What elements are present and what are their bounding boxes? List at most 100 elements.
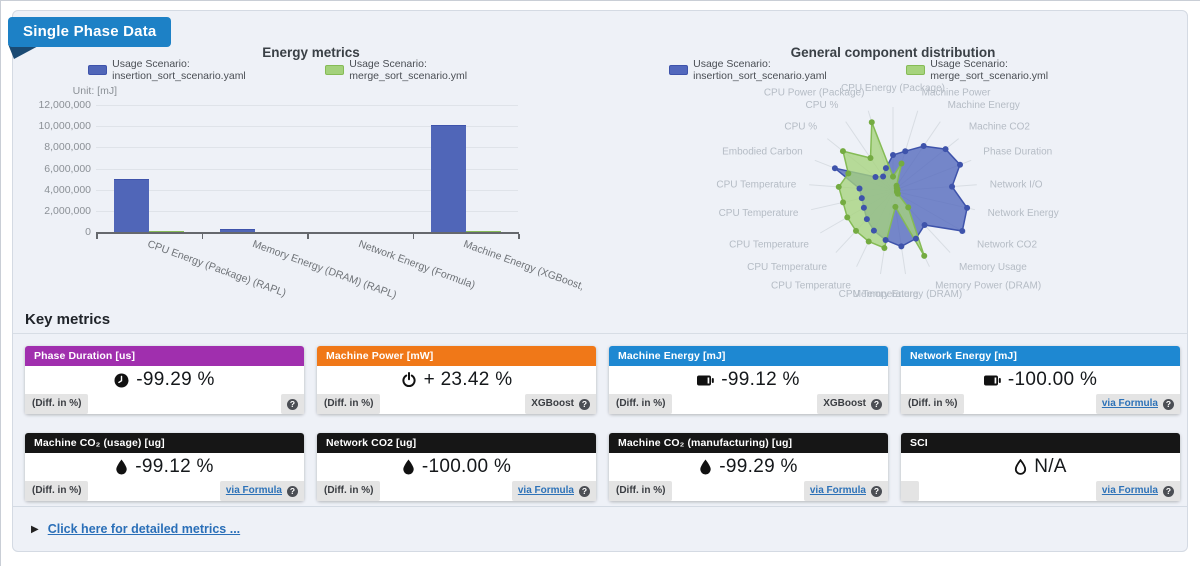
source-chip: via Formula? xyxy=(1095,394,1180,414)
battery-icon xyxy=(697,375,715,386)
metric-card-body: -100.00 % xyxy=(317,453,596,481)
legend-item-merge-sort[interactable]: Usage Scenario: merge_sort_scenario.yml xyxy=(325,58,528,82)
metric-card-title: Machine CO₂ (manufacturing) [ug] xyxy=(609,433,888,453)
single-phase-panel: Single Phase Data Energy metrics Usage S… xyxy=(8,10,1188,552)
detailed-metrics-link[interactable]: Click here for detailed metrics ... xyxy=(47,522,241,536)
help-icon[interactable]: ? xyxy=(871,485,882,497)
metric-card-phase-duration-us: Phase Duration [us] -99.29 % (Diff. in %)? xyxy=(25,346,304,414)
help-icon[interactable]: ? xyxy=(1163,485,1174,497)
radar-point xyxy=(957,161,964,168)
x-axis-label: Machine Energy (XGBoost, xyxy=(462,238,586,293)
diff-unit-chip: (Diff. in %) xyxy=(317,394,381,414)
radar-point xyxy=(921,222,928,229)
source-chip: via Formula? xyxy=(219,481,304,501)
droplet-icon xyxy=(699,459,712,475)
x-axis-line xyxy=(96,232,519,234)
via-formula-link[interactable]: via Formula xyxy=(517,485,574,496)
metric-card-footer: (Diff. in %) XGBoost? xyxy=(609,394,888,414)
radar-axis-label: CPU Temperature xyxy=(716,179,796,190)
radar-axis-label: Network Energy xyxy=(988,208,1059,219)
radar-point xyxy=(867,154,874,161)
help-icon[interactable]: ? xyxy=(579,485,590,497)
bar-machine-energy-xgboost-insertion xyxy=(430,125,466,232)
help-icon[interactable]: ? xyxy=(579,398,590,410)
diff-unit-chip: (Diff. in %) xyxy=(609,481,673,501)
radar-point xyxy=(840,199,847,206)
metric-card-value: -99.12 % xyxy=(721,369,800,390)
radar-axis-label: Machine Energy xyxy=(948,100,1020,111)
phase-badge: Single Phase Data xyxy=(8,17,172,47)
droplet-outline-icon xyxy=(1014,459,1027,475)
radar-point xyxy=(865,238,872,245)
details-toggle-row: ▶ Click here for detailed metrics ... xyxy=(13,506,1187,551)
expand-arrow-icon[interactable]: ▶ xyxy=(31,523,39,535)
radar-axis-label: CPU Energy (Package) xyxy=(841,83,945,94)
radar-point xyxy=(839,148,846,155)
energy-metrics-title: Energy metrics xyxy=(262,45,360,60)
diff-unit-chip: (Diff. in %) xyxy=(317,481,381,501)
diff-unit-chip: (Diff. in %) xyxy=(609,394,673,414)
droplet-icon xyxy=(402,459,415,475)
legend-label: Usage Scenario: merge_sort_scenario.yml xyxy=(930,58,1049,82)
help-icon[interactable]: ? xyxy=(287,398,298,410)
legend-item-insertion-sort[interactable]: Usage Scenario: insertion_sort_scenario.… xyxy=(88,58,305,82)
window-edge-left xyxy=(0,0,1,566)
radar-point xyxy=(882,165,889,172)
metric-card-body: N/A xyxy=(901,453,1180,481)
radar-point xyxy=(858,195,865,202)
radar-point xyxy=(882,237,889,244)
metric-card-value: N/A xyxy=(1034,456,1067,477)
metric-card-footer: (Diff. in %)? xyxy=(25,394,304,414)
radar-axis-label: Embodied Carbon xyxy=(722,147,803,158)
badge-fold xyxy=(8,44,42,59)
gridline xyxy=(96,210,518,212)
help-icon[interactable]: ? xyxy=(1163,398,1174,410)
via-formula-link[interactable]: via Formula xyxy=(225,485,282,496)
gridline xyxy=(96,168,518,170)
radar-point xyxy=(852,227,859,234)
component-distribution-legend: Usage Scenario: insertion_sort_scenario.… xyxy=(669,58,1109,82)
help-icon[interactable]: ? xyxy=(287,485,298,497)
legend-item-insertion-sort[interactable]: Usage Scenario: insertion_sort_scenario.… xyxy=(669,58,886,82)
radar-point xyxy=(880,173,887,180)
gridline xyxy=(96,147,518,149)
legend-swatch-icon xyxy=(325,65,345,75)
via-formula-link[interactable]: via Formula xyxy=(809,485,866,496)
radar-axis-label: CPU Temperature xyxy=(719,208,799,219)
metric-card-body: -99.12 % xyxy=(609,366,888,394)
radar-axis-label: Phase Duration xyxy=(983,147,1052,158)
metric-card-title: Network Energy [mJ] xyxy=(901,346,1180,366)
metric-card-value: + 23.42 % xyxy=(423,369,513,390)
legend-swatch-icon xyxy=(669,65,689,75)
gridline xyxy=(96,189,518,191)
metric-card-title: Network CO2 [ug] xyxy=(317,433,596,453)
radar-point xyxy=(868,119,875,126)
radar-point xyxy=(863,216,870,223)
radar-axis-label: CPU Temperature xyxy=(747,262,827,273)
metric-card-body: -100.00 % xyxy=(901,366,1180,394)
y-axis-unit-label: Unit: [mJ] xyxy=(72,85,117,97)
source-chip: XGBoost? xyxy=(817,394,888,414)
legend-item-merge-sort[interactable]: Usage Scenario: merge_sort_scenario.yml xyxy=(906,58,1109,82)
source-chip: XGBoost? xyxy=(525,394,596,414)
help-icon[interactable]: ? xyxy=(871,398,882,410)
metric-card-footer: (Diff. in %) via Formula? xyxy=(317,481,596,501)
energy-metrics-legend: Usage Scenario: insertion_sort_scenario.… xyxy=(88,58,528,82)
radar-axis-label: Machine Power xyxy=(922,87,992,98)
via-formula-link[interactable]: via Formula xyxy=(1101,398,1158,409)
radar-axis-label: CPU Temperature xyxy=(771,280,851,291)
diff-unit-chip xyxy=(901,481,919,501)
via-formula-link[interactable]: via Formula xyxy=(1101,485,1158,496)
radar-point xyxy=(949,183,956,190)
diff-unit-chip: (Diff. in %) xyxy=(25,394,89,414)
metric-card-body: -99.29 % xyxy=(609,453,888,481)
radar-point xyxy=(905,204,912,211)
legend-swatch-icon xyxy=(906,65,926,75)
radar-axis-label: CPU Power (Package) xyxy=(764,87,865,98)
radar-point xyxy=(835,183,842,190)
metric-card-value: -100.00 % xyxy=(1007,369,1098,390)
radar-point xyxy=(902,148,909,155)
legend-swatch-icon xyxy=(88,65,108,75)
metric-card-title: Machine Power [mW] xyxy=(317,346,596,366)
